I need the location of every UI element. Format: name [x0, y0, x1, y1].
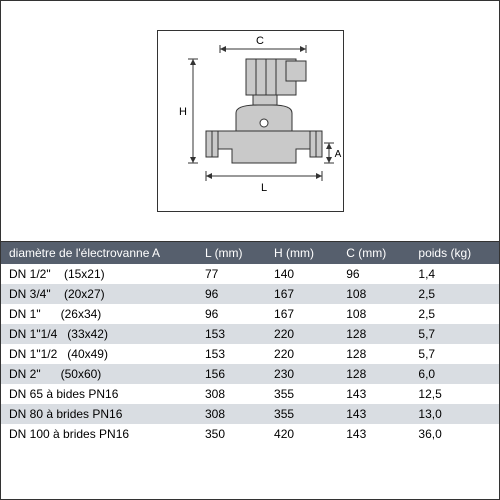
- cell-value: 128: [338, 344, 410, 364]
- cell-value: 128: [338, 324, 410, 344]
- cell-value: 140: [266, 264, 338, 284]
- cell-value: 420: [266, 424, 338, 444]
- table-body: DN 1/2" (15x21)77140961,4DN 3/4" (20x27)…: [1, 264, 499, 444]
- table-header-row: diamètre de l'électrovanne A L (mm) H (m…: [1, 242, 499, 264]
- dim-label-c: C: [256, 35, 264, 47]
- col-header-weight: poids (kg): [410, 242, 499, 264]
- cell-value: 350: [197, 424, 266, 444]
- cell-value: 230: [266, 364, 338, 384]
- cell-value: 220: [266, 344, 338, 364]
- table-row: DN 1"1/2 (40x49)1532201285,7: [1, 344, 499, 364]
- table-row: DN 2" (50x60)1562301286,0: [1, 364, 499, 384]
- spec-table: diamètre de l'électrovanne A L (mm) H (m…: [1, 242, 499, 444]
- cell-value: 128: [338, 364, 410, 384]
- cell-diameter: DN 65 à bides PN16: [1, 384, 197, 404]
- cell-value: 5,7: [410, 344, 499, 364]
- cell-value: 167: [266, 304, 338, 324]
- cell-diameter: DN 3/4" (20x27): [1, 284, 197, 304]
- cell-value: 153: [197, 324, 266, 344]
- spec-table-area: diamètre de l'électrovanne A L (mm) H (m…: [1, 241, 499, 444]
- cell-value: 167: [266, 284, 338, 304]
- table-row: DN 100 à brides PN1635042014336,0: [1, 424, 499, 444]
- cell-value: 13,0: [410, 404, 499, 424]
- cell-value: 108: [338, 284, 410, 304]
- cell-value: 96: [197, 284, 266, 304]
- cell-value: 2,5: [410, 284, 499, 304]
- table-row: DN 3/4" (20x27)961671082,5: [1, 284, 499, 304]
- diagram-area: C: [1, 1, 499, 241]
- cell-value: 12,5: [410, 384, 499, 404]
- cell-value: 36,0: [410, 424, 499, 444]
- valve-diagram: C: [158, 31, 343, 211]
- cell-value: 1,4: [410, 264, 499, 284]
- cell-value: 220: [266, 324, 338, 344]
- cell-value: 96: [338, 264, 410, 284]
- cell-diameter: DN 100 à brides PN16: [1, 424, 197, 444]
- cell-value: 308: [197, 404, 266, 424]
- cell-diameter: DN 2" (50x60): [1, 364, 197, 384]
- cell-diameter: DN 80 à brides PN16: [1, 404, 197, 424]
- cell-value: 308: [197, 384, 266, 404]
- table-row: DN 1"1/4 (33x42)1532201285,7: [1, 324, 499, 344]
- col-header-h: H (mm): [266, 242, 338, 264]
- cell-value: 143: [338, 384, 410, 404]
- cell-diameter: DN 1" (26x34): [1, 304, 197, 324]
- col-header-l: L (mm): [197, 242, 266, 264]
- cell-value: 355: [266, 404, 338, 424]
- cell-diameter: DN 1"1/2 (40x49): [1, 344, 197, 364]
- cell-value: 6,0: [410, 364, 499, 384]
- table-row: DN 80 à brides PN1630835514313,0: [1, 404, 499, 424]
- col-header-diameter: diamètre de l'électrovanne A: [1, 242, 197, 264]
- cell-value: 153: [197, 344, 266, 364]
- dim-label-l: L: [260, 182, 266, 194]
- cell-value: 77: [197, 264, 266, 284]
- diagram-frame: C: [157, 30, 344, 212]
- cell-value: 143: [338, 424, 410, 444]
- cell-value: 108: [338, 304, 410, 324]
- cell-value: 2,5: [410, 304, 499, 324]
- table-row: DN 1/2" (15x21)77140961,4: [1, 264, 499, 284]
- cell-diameter: DN 1"1/4 (33x42): [1, 324, 197, 344]
- cell-value: 5,7: [410, 324, 499, 344]
- dim-label-a: A: [334, 149, 341, 160]
- cell-diameter: DN 1/2" (15x21): [1, 264, 197, 284]
- dim-label-h: H: [179, 106, 187, 118]
- cell-value: 355: [266, 384, 338, 404]
- page-frame: C: [0, 0, 500, 500]
- table-row: DN 65 à bides PN1630835514312,5: [1, 384, 499, 404]
- table-row: DN 1" (26x34)961671082,5: [1, 304, 499, 324]
- cell-value: 143: [338, 404, 410, 424]
- col-header-c: C (mm): [338, 242, 410, 264]
- cell-value: 156: [197, 364, 266, 384]
- cell-value: 96: [197, 304, 266, 324]
